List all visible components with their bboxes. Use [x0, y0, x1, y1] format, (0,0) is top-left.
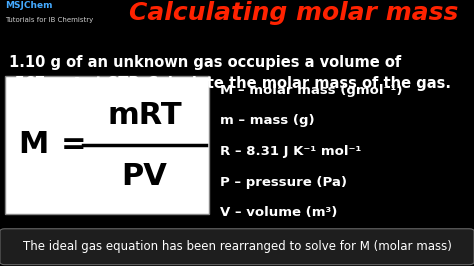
- Text: The ideal gas equation has been rearranged to solve for M (molar mass): The ideal gas equation has been rearrang…: [23, 240, 451, 253]
- Text: .567 cm³ at STP. Calculate the molar mass of the gas.: .567 cm³ at STP. Calculate the molar mas…: [9, 76, 451, 91]
- Text: Tutorials for IB Chemistry: Tutorials for IB Chemistry: [5, 17, 93, 23]
- Text: =: =: [61, 130, 86, 160]
- Text: 1.10 g of an unknown gas occupies a volume of: 1.10 g of an unknown gas occupies a volu…: [9, 55, 402, 69]
- Text: Calculating molar mass: Calculating molar mass: [129, 1, 458, 25]
- Text: M: M: [18, 130, 48, 160]
- Text: M – molar mass (gmol⁻¹): M – molar mass (gmol⁻¹): [220, 84, 403, 97]
- Text: V – volume (m³): V – volume (m³): [220, 206, 338, 219]
- Text: m – mass (g): m – mass (g): [220, 114, 315, 127]
- Text: MSJChem: MSJChem: [5, 1, 52, 10]
- Text: PV: PV: [122, 162, 167, 192]
- Text: R – 8.31 J K⁻¹ mol⁻¹: R – 8.31 J K⁻¹ mol⁻¹: [220, 145, 362, 158]
- Text: P – pressure (Pa): P – pressure (Pa): [220, 176, 347, 189]
- Text: mRT: mRT: [107, 101, 182, 130]
- Bar: [5, 76, 209, 214]
- FancyBboxPatch shape: [0, 229, 474, 265]
